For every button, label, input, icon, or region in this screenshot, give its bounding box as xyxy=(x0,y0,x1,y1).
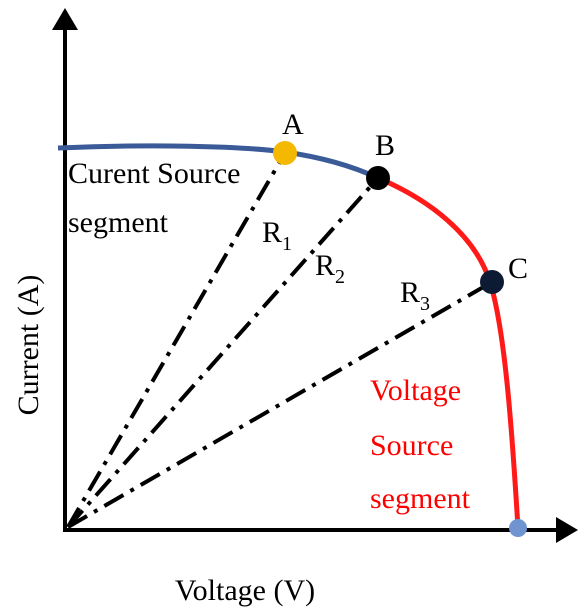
current-source-curve xyxy=(57,143,380,181)
point-b xyxy=(366,166,390,190)
short-circuit-point xyxy=(509,519,527,537)
y-axis-label: Current (A) xyxy=(12,275,45,416)
region-label: Voltage xyxy=(370,374,461,407)
point-label: B xyxy=(375,129,395,162)
x-arrow xyxy=(556,517,578,543)
region-label: segment xyxy=(370,482,471,515)
voltage-source-curve xyxy=(377,175,521,529)
load-lines xyxy=(66,151,494,529)
region-label: Source xyxy=(370,429,453,462)
resistance-subscript: 1 xyxy=(282,233,292,255)
point-label: A xyxy=(282,108,304,141)
resistance-label: R1 xyxy=(262,216,292,255)
resistance-subscript: 2 xyxy=(335,266,345,288)
load-line-r1 xyxy=(66,151,287,529)
resistance-symbol: R xyxy=(262,216,282,249)
y-arrow xyxy=(52,8,78,30)
load-line-r3 xyxy=(66,280,494,529)
point-label: C xyxy=(508,252,528,285)
resistance-symbol: R xyxy=(315,249,335,282)
resistance-subscript: 3 xyxy=(420,293,430,315)
resistance-symbol: R xyxy=(400,276,420,309)
point-c xyxy=(480,270,504,294)
load-line-r2 xyxy=(66,176,380,529)
region-label: segment xyxy=(68,206,169,239)
point-a xyxy=(273,141,297,165)
region-label: Curent Source xyxy=(68,157,240,190)
resistance-label: R2 xyxy=(315,249,345,288)
x-axis-label: Voltage (V) xyxy=(175,574,315,607)
resistance-label: R3 xyxy=(400,276,430,315)
